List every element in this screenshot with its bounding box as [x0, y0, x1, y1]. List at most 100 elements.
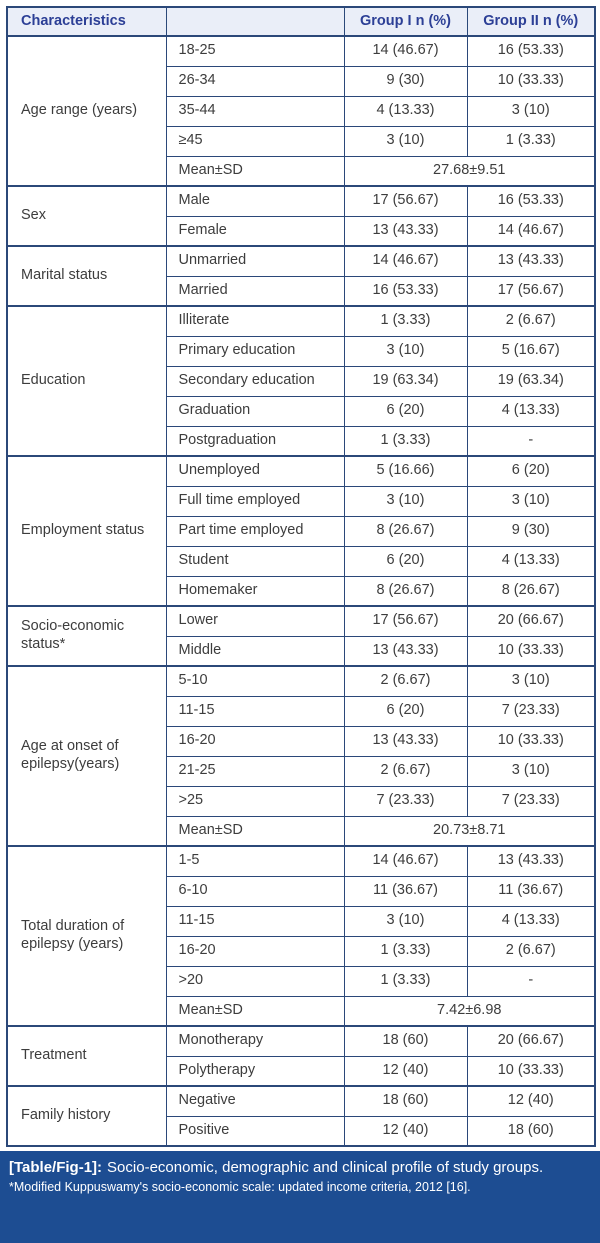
group1-value-cell: 13 (43.33): [343, 215, 468, 247]
table-container: Characteristics Group I n (%) Group II n…: [6, 6, 596, 1147]
characteristic-cell: Marital status: [6, 245, 167, 307]
table-row: >20 1 (3.33) -: [7, 965, 596, 997]
group1-value-cell: 7 (23.33): [343, 785, 468, 817]
group1-value-cell: 16 (53.33): [343, 275, 468, 307]
table-row: Middle 13 (43.33) 10 (33.33): [7, 635, 596, 667]
group2-value-cell: 12 (40): [466, 1085, 596, 1117]
table-row: Mean±SD 7.42±6.98: [7, 995, 596, 1027]
group1-value-cell: 2 (6.67): [343, 665, 468, 697]
group2-value-cell: 10 (33.33): [466, 1055, 596, 1087]
subcategory-cell: 1-5: [165, 845, 345, 877]
group2-value-cell: 4 (13.33): [466, 545, 596, 577]
subcategory-cell: 35-44: [165, 95, 345, 127]
subcategory-cell: Student: [165, 545, 345, 577]
subcategory-cell: Lower: [165, 605, 345, 637]
group1-value-cell: 3 (10): [343, 485, 468, 517]
table-row: Sex Male 17 (56.67) 16 (53.33): [6, 185, 596, 247]
group1-value-cell: 1 (3.33): [343, 425, 468, 457]
characteristic-cell: Treatment: [6, 1025, 167, 1087]
group2-value-cell: 13 (43.33): [466, 245, 596, 277]
subcategory-cell: Negative: [165, 1085, 345, 1117]
table-row: Family history Negative 18 (60) 12 (40): [6, 1085, 596, 1147]
subcategory-cell: Postgraduation: [165, 425, 345, 457]
subcategory-cell: 21-25: [165, 755, 345, 787]
table-body: Age range (years) 18-25 14 (46.67) 16 (53.3…: [6, 35, 596, 1147]
group2-value-cell: 10 (33.33): [466, 635, 596, 667]
subcategory-cell: Primary education: [165, 335, 345, 367]
subcategory-cell: 26-34: [165, 65, 345, 97]
characteristic-cell: Employment status: [6, 455, 167, 607]
mean-sd-value-cell: 7.42±6.98: [343, 995, 596, 1027]
group2-value-cell: 14 (46.67): [466, 215, 596, 247]
group1-value-cell: 5 (16.66): [343, 455, 468, 487]
group1-value-cell: 13 (43.33): [343, 725, 468, 757]
header-group1: Group I n (%): [343, 6, 468, 37]
table-row: >25 7 (23.33) 7 (23.33): [7, 785, 596, 817]
table-row: Socio-economic status* Lower 17 (56.67) 20 …: [6, 605, 596, 667]
table-row: Treatment Monotherapy 18 (60) 20 (66.67): [6, 1025, 596, 1087]
table-row: 21-25 2 (6.67) 3 (10): [7, 755, 596, 787]
subcategory-cell: Polytherapy: [165, 1055, 345, 1087]
group2-value-cell: 20 (66.67): [466, 1025, 596, 1057]
subcategory-cell: Part time employed: [165, 515, 345, 547]
subcategory-cell: 6-10: [165, 875, 345, 907]
subcategory-cell: Mean±SD: [165, 995, 345, 1027]
group2-value-cell: 3 (10): [466, 665, 596, 697]
header-empty: [165, 6, 345, 37]
group2-value-cell: 17 (56.67): [466, 275, 596, 307]
group2-value-cell: 3 (10): [466, 485, 596, 517]
group2-value-cell: 16 (53.33): [466, 185, 596, 217]
characteristic-cell: Family history: [6, 1085, 167, 1147]
subcategory-cell: 5-10: [165, 665, 345, 697]
mean-sd-value-cell: 27.68±9.51: [343, 155, 596, 187]
table-row: ≥45 3 (10) 1 (3.33): [7, 125, 596, 157]
group2-value-cell: 10 (33.33): [466, 65, 596, 97]
table-row: 11-15 6 (20) 7 (23.33): [7, 695, 596, 727]
table-row: Total duration of epilepsy (years) 1-5 14 …: [6, 845, 596, 1027]
subcategory-cell: 18-25: [165, 35, 345, 67]
table-row: 26-34 9 (30) 10 (33.33): [7, 65, 596, 97]
subcategory-cell: Mean±SD: [165, 815, 345, 847]
table-row: Employment status Unemployed 5 (16.66) 6 (2…: [6, 455, 596, 607]
characteristic-cell: Sex: [6, 185, 167, 247]
subcategory-cell: ≥45: [165, 125, 345, 157]
table-row: Full time employed 3 (10) 3 (10): [7, 485, 596, 517]
table-row: Education Illiterate 1 (3.33) 2 (6.67): [6, 305, 596, 457]
subcategory-cell: >25: [165, 785, 345, 817]
subcategory-cell: 16-20: [165, 935, 345, 967]
group2-value-cell: -: [466, 425, 596, 457]
characteristic-cell: Age at onset of epilepsy(years): [6, 665, 167, 847]
group2-value-cell: 7 (23.33): [466, 695, 596, 727]
caption-footnote: *Modified Kuppuswamy's socio-economic sc…: [9, 1180, 471, 1194]
characteristic-cell: Age range (years): [6, 35, 167, 187]
subcategory-cell: Middle: [165, 635, 345, 667]
group1-value-cell: 6 (20): [343, 695, 468, 727]
caption-line: [Table/Fig-1]: Socio-economic, demographi…: [9, 1159, 590, 1176]
group2-value-cell: 1 (3.33): [466, 125, 596, 157]
table-row: 16-20 13 (43.33) 10 (33.33): [7, 725, 596, 757]
table-row: Graduation 6 (20) 4 (13.33): [7, 395, 596, 427]
group2-value-cell: 2 (6.67): [466, 305, 596, 337]
caption-bar: [Table/Fig-1]: Socio-economic, demographi…: [0, 1151, 600, 1243]
group1-value-cell: 9 (30): [343, 65, 468, 97]
group1-value-cell: 2 (6.67): [343, 755, 468, 787]
table-row: 11-15 3 (10) 4 (13.33): [7, 905, 596, 937]
group2-value-cell: 20 (66.67): [466, 605, 596, 637]
group1-value-cell: 6 (20): [343, 545, 468, 577]
subcategory-cell: Positive: [165, 1115, 345, 1147]
table-row: Part time employed 8 (26.67) 9 (30): [7, 515, 596, 547]
subcategory-cell: >20: [165, 965, 345, 997]
group2-value-cell: 3 (10): [466, 755, 596, 787]
subcategory-cell: Married: [165, 275, 345, 307]
group2-value-cell: 9 (30): [466, 515, 596, 547]
group2-value-cell: 5 (16.67): [466, 335, 596, 367]
header-row: Characteristics Group I n (%) Group II n…: [6, 6, 596, 37]
table-row: Mean±SD 20.73±8.71: [7, 815, 596, 847]
group1-value-cell: 11 (36.67): [343, 875, 468, 907]
subcategory-cell: Monotherapy: [165, 1025, 345, 1057]
group2-value-cell: -: [466, 965, 596, 997]
group1-value-cell: 8 (26.67): [343, 515, 468, 547]
group1-value-cell: 3 (10): [343, 335, 468, 367]
group2-value-cell: 8 (26.67): [466, 575, 596, 607]
table-row: Positive 12 (40) 18 (60): [7, 1115, 596, 1147]
